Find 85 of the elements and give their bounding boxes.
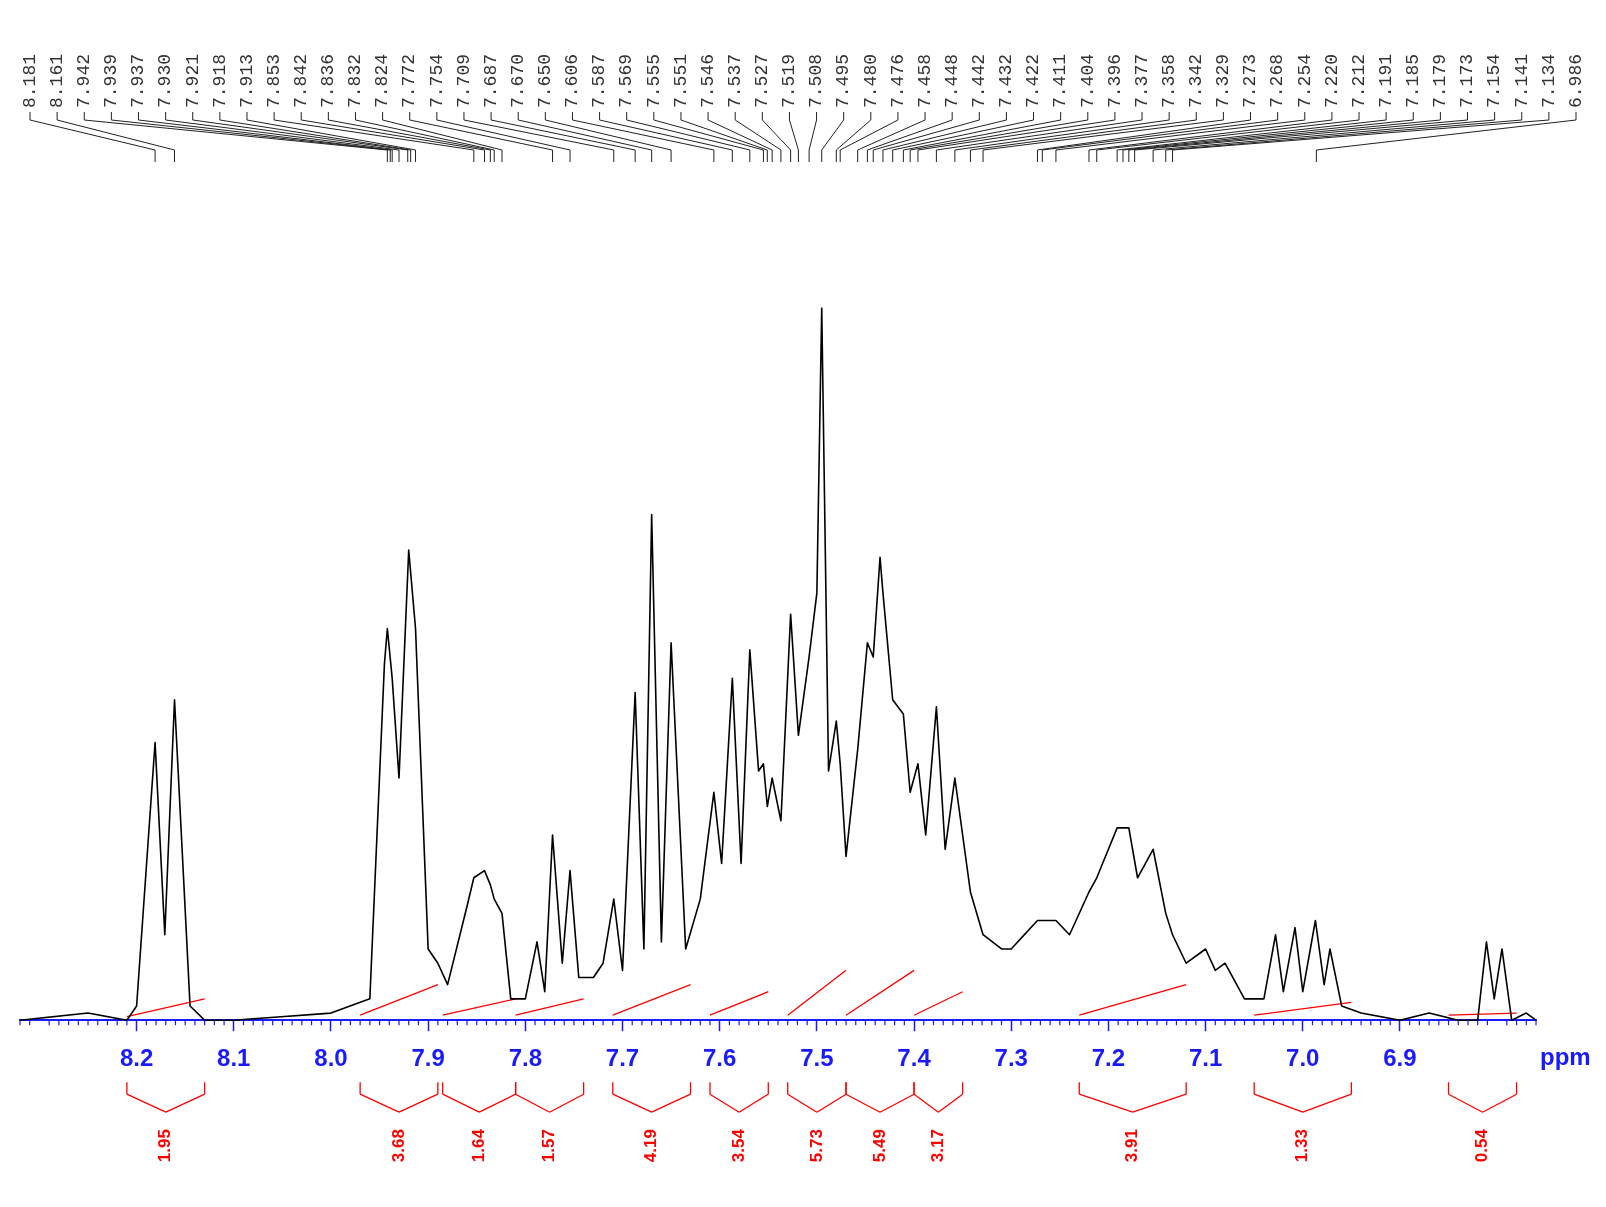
text: 3.91: [1122, 1129, 1142, 1163]
x-tick-label: 7.7: [605, 1044, 640, 1072]
annotation: 7.606: [562, 53, 583, 108]
annotation: 7.476: [887, 53, 908, 108]
annotation: 7.268: [1267, 53, 1288, 108]
text: 1.95: [155, 1129, 175, 1163]
annotation: 7.551: [670, 53, 691, 108]
x-tick-label: 8.1: [217, 1044, 251, 1072]
x-tick-label: 8.0: [314, 1044, 348, 1072]
x-tick-label: 7.9: [411, 1044, 445, 1072]
annotation: 7.836: [318, 53, 339, 108]
annotation: 7.772: [399, 53, 420, 108]
annotation: 6.986: [1565, 53, 1586, 108]
annotation: 7.396: [1104, 53, 1125, 108]
x-tick-label: 8.2: [119, 1044, 154, 1072]
annotation: 7.546: [697, 53, 718, 108]
x-tick-label: 7.1: [1188, 1044, 1223, 1072]
text: 1.64: [468, 1128, 488, 1163]
x-tick-label: 7.8: [508, 1044, 543, 1072]
x-tick-label: 7.4: [897, 1044, 932, 1072]
text: 3.54: [728, 1128, 748, 1163]
annotation: 7.377: [1131, 53, 1152, 108]
annotation: 7.824: [372, 53, 393, 108]
annotation: 7.458: [914, 53, 935, 108]
x-tick-label: 7.5: [800, 1044, 834, 1072]
annotation: 7.134: [1538, 53, 1559, 108]
text: 0.54: [1472, 1128, 1492, 1163]
annotation: 7.422: [1023, 53, 1044, 108]
annotation: 7.853: [263, 53, 284, 108]
annotation: 7.527: [752, 53, 773, 108]
text: 3.68: [388, 1129, 408, 1163]
annotation: 7.942: [74, 53, 95, 108]
annotation: 7.254: [1294, 53, 1315, 108]
annotation: 7.411: [1050, 53, 1071, 108]
annotation: 7.495: [833, 53, 854, 108]
text: 5.73: [806, 1129, 826, 1163]
annotation: 7.179: [1430, 53, 1451, 108]
text: 1.33: [1292, 1129, 1312, 1163]
annotation: 7.842: [290, 53, 311, 108]
x-tick-label: 7.3: [994, 1044, 1028, 1072]
annotation: 7.442: [969, 53, 990, 108]
annotation: 7.404: [1077, 53, 1098, 108]
annotation: 7.480: [860, 53, 881, 108]
annotation: 7.342: [1186, 53, 1207, 108]
annotation: 7.569: [616, 53, 637, 108]
annotation: 7.537: [724, 53, 745, 108]
text: 3.17: [928, 1129, 948, 1163]
annotation: 7.508: [806, 53, 827, 108]
annotation: 7.913: [236, 53, 257, 108]
annotation: 7.832: [345, 53, 366, 108]
annotation: 7.918: [209, 53, 230, 108]
x-tick-label: 7.6: [703, 1044, 737, 1072]
annotation: 7.432: [996, 53, 1017, 108]
annotation: 7.220: [1321, 53, 1342, 108]
text: 1.57: [539, 1129, 559, 1163]
annotation: 7.329: [1213, 53, 1234, 108]
annotation: 7.448: [941, 53, 962, 108]
annotation: 7.687: [480, 53, 501, 108]
annotation: 7.930: [155, 53, 176, 108]
text: 4.19: [641, 1129, 661, 1163]
annotation: 7.754: [426, 53, 447, 108]
annotation: 7.173: [1457, 53, 1478, 108]
x-tick-label: 7.0: [1286, 1044, 1320, 1072]
x-axis-title: ppm: [1540, 1042, 1591, 1070]
annotation: 7.273: [1240, 53, 1261, 108]
text: 5.49: [869, 1129, 889, 1163]
annotation: 7.921: [182, 53, 203, 108]
x-tick-label: 6.9: [1383, 1044, 1417, 1072]
annotation: 8.161: [46, 53, 67, 108]
annotation: 7.212: [1348, 53, 1369, 108]
annotation: 7.358: [1158, 53, 1179, 108]
x-tick-label: 7.2: [1091, 1044, 1126, 1072]
annotation: 7.650: [535, 53, 556, 108]
annotation: 7.191: [1375, 53, 1396, 108]
annotation: 7.670: [507, 53, 528, 108]
annotation: 7.141: [1511, 53, 1532, 108]
annotation: 7.519: [779, 53, 800, 108]
annotation: 7.185: [1403, 53, 1424, 108]
annotation: 7.154: [1484, 53, 1505, 108]
annotation: 7.587: [589, 53, 610, 108]
annotation: 7.709: [453, 53, 474, 108]
annotation: 7.939: [101, 53, 122, 108]
annotation: 7.937: [128, 53, 149, 108]
annotation: 8.181: [19, 53, 40, 108]
annotation: 7.555: [643, 53, 664, 108]
